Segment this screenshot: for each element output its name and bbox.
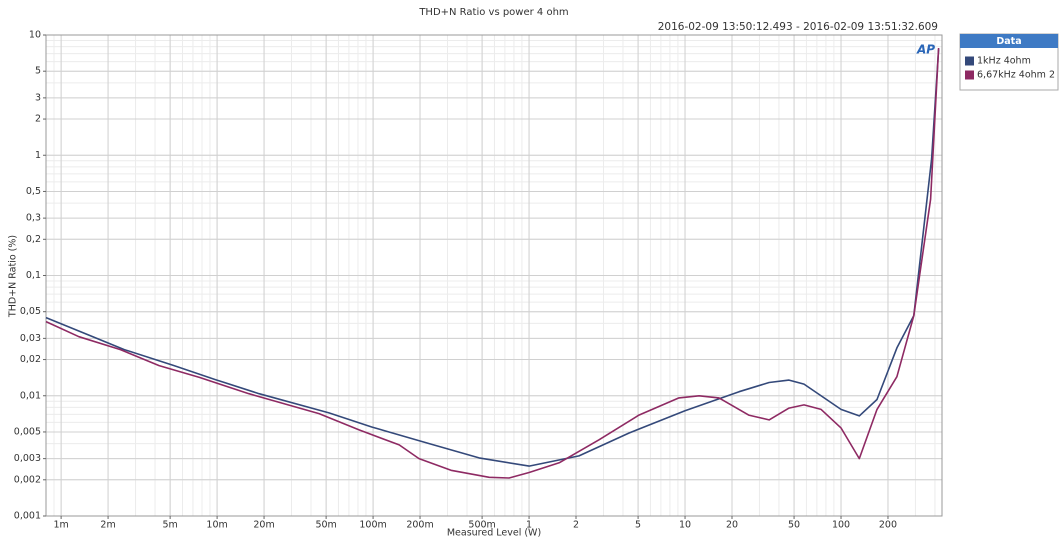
x-tick-label: 1m xyxy=(53,520,68,531)
y-tick-label: 0,05 xyxy=(20,306,41,317)
y-tick-label: 0,003 xyxy=(14,453,41,464)
grid xyxy=(45,34,942,517)
y-tick-label: 5 xyxy=(35,66,41,77)
x-tick-label: 100 xyxy=(832,520,850,531)
y-tick-label: 0,1 xyxy=(26,270,41,281)
legend-label: 6,67kHz 4ohm 2 xyxy=(977,70,1055,81)
y-tick-label: 0,02 xyxy=(20,354,41,365)
series-line xyxy=(45,47,940,479)
y-tick-label: 0,001 xyxy=(14,511,41,522)
legend-title: Data xyxy=(996,36,1021,47)
x-tick-label: 2 xyxy=(573,520,579,531)
legend-swatch xyxy=(965,56,974,66)
y-tick-label: 0,005 xyxy=(14,426,41,437)
y-tick-label: 0,5 xyxy=(26,186,41,197)
x-tick-label: 50 xyxy=(788,520,800,531)
x-tick-label: 100m xyxy=(359,520,386,531)
y-tick-label: 0,2 xyxy=(26,234,41,245)
y-tick-label: 0,03 xyxy=(20,333,41,344)
y-tick-label: 1 xyxy=(35,150,41,161)
y-tick-label: 0,002 xyxy=(14,474,41,485)
series-line xyxy=(45,49,940,467)
y-tick-label: 0,01 xyxy=(20,390,41,401)
x-tick-label: 10m xyxy=(206,520,227,531)
legend-label: 1kHz 4ohm xyxy=(977,56,1031,67)
y-tick-label: 2 xyxy=(35,114,41,125)
x-tick-label: 10 xyxy=(679,520,691,531)
x-axis-label: Measured Level (W) xyxy=(447,528,541,539)
y-axis-label: THD+N Ratio (%) xyxy=(8,235,19,318)
x-tick-label: 2m xyxy=(100,520,115,531)
chart-title: THD+N Ratio vs power 4 ohm xyxy=(418,7,568,18)
x-tick-label: 1 xyxy=(526,520,532,531)
x-tick-label: 5 xyxy=(635,520,641,531)
y-tick-label: 3 xyxy=(35,92,41,103)
y-tick-label: 0,3 xyxy=(26,213,41,224)
x-tick-label: 200 xyxy=(879,520,897,531)
legend: Data 1kHz 4ohm 6,67kHz 4ohm 2 xyxy=(959,33,1059,91)
x-tick-label: 20 xyxy=(726,520,738,531)
legend-swatch xyxy=(965,70,974,80)
x-tick-label: 50m xyxy=(315,520,336,531)
x-tick-label: 5m xyxy=(162,520,177,531)
x-tick-label: 200m xyxy=(406,520,433,531)
logo: AP xyxy=(916,43,935,57)
timestamp: 2016-02-09 13:50:12.493 - 2016-02-09 13:… xyxy=(658,21,938,33)
y-tick-label: 10 xyxy=(29,30,41,41)
legend-header xyxy=(960,34,1058,48)
x-tick-label: 500m xyxy=(468,520,495,531)
x-tick-label: 20m xyxy=(253,520,274,531)
